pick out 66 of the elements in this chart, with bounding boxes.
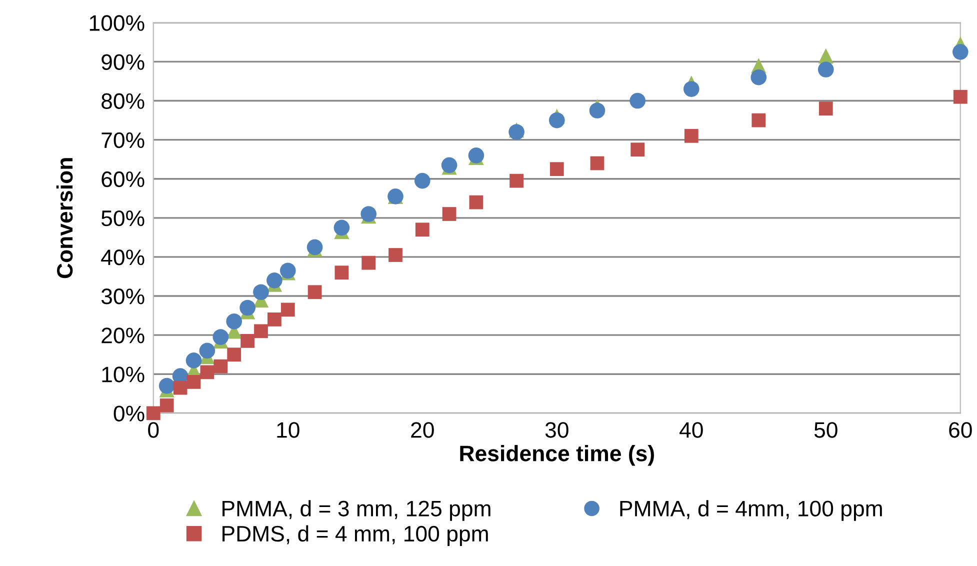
- point: [186, 352, 202, 368]
- point: [200, 365, 214, 380]
- point: [173, 380, 188, 395]
- legend-label: PDMS, d = 4 mm, 100 ppm: [222, 525, 488, 546]
- point: [589, 102, 606, 118]
- point: [952, 44, 968, 60]
- point: [750, 69, 767, 86]
- x-tick-label: 10: [277, 422, 300, 438]
- point: [590, 156, 604, 170]
- x-tick-label: 40: [680, 422, 703, 438]
- point: [442, 207, 456, 221]
- point: [227, 348, 242, 362]
- y-tick-label: 30%: [101, 288, 144, 304]
- y-tick-label: 70%: [102, 132, 144, 148]
- y-tick-label: 50%: [101, 210, 144, 226]
- legend-label: PMMA, d = 4mm, 100 ppm: [620, 500, 882, 521]
- point: [160, 398, 174, 412]
- point: [267, 312, 282, 326]
- y-axis-title: Conversion: [56, 158, 73, 278]
- point: [752, 113, 766, 128]
- point: [280, 302, 295, 317]
- point: [362, 256, 376, 270]
- point: [334, 220, 350, 236]
- x-axis-title: Residence time (s): [460, 445, 654, 466]
- point: [388, 248, 402, 262]
- point: [953, 90, 968, 104]
- y-tick-label: 10%: [102, 366, 144, 382]
- y-tick-label: 100%: [90, 15, 144, 31]
- point: [226, 313, 242, 330]
- point: [684, 128, 698, 143]
- point: [240, 300, 256, 316]
- x-tick-label: 0: [148, 422, 159, 438]
- point: [415, 222, 430, 237]
- point: [510, 174, 524, 188]
- point: [254, 324, 268, 338]
- point: [158, 378, 175, 394]
- y-tick-label: 80%: [102, 93, 144, 110]
- x-tick-label: 30: [545, 422, 568, 438]
- point: [550, 162, 564, 176]
- y-tick-label: 90%: [102, 54, 144, 70]
- point: [414, 172, 430, 189]
- point: [469, 195, 484, 210]
- x-tick-label: 20: [411, 422, 434, 438]
- point: [630, 92, 646, 109]
- y-tick-label: 40%: [101, 250, 144, 266]
- point: [630, 142, 645, 157]
- point: [186, 374, 201, 389]
- point: [548, 112, 565, 128]
- legend-label: PMMA, d = 3 mm, 125 ppm: [222, 500, 490, 521]
- point: [308, 285, 322, 300]
- y-tick-label: 0%: [114, 406, 144, 422]
- point: [266, 272, 282, 288]
- x-tick-label: 50: [814, 422, 838, 438]
- point: [214, 359, 228, 374]
- point: [253, 284, 269, 300]
- point: [146, 406, 160, 420]
- point: [199, 342, 216, 359]
- point: [818, 62, 834, 78]
- point: [818, 102, 833, 116]
- point: [334, 266, 349, 280]
- point: [212, 329, 229, 345]
- y-tick-label: 60%: [102, 171, 144, 188]
- y-tick-label: 20%: [102, 328, 144, 344]
- point: [683, 81, 700, 97]
- point: [240, 334, 254, 348]
- x-tick-label: 60: [949, 422, 972, 438]
